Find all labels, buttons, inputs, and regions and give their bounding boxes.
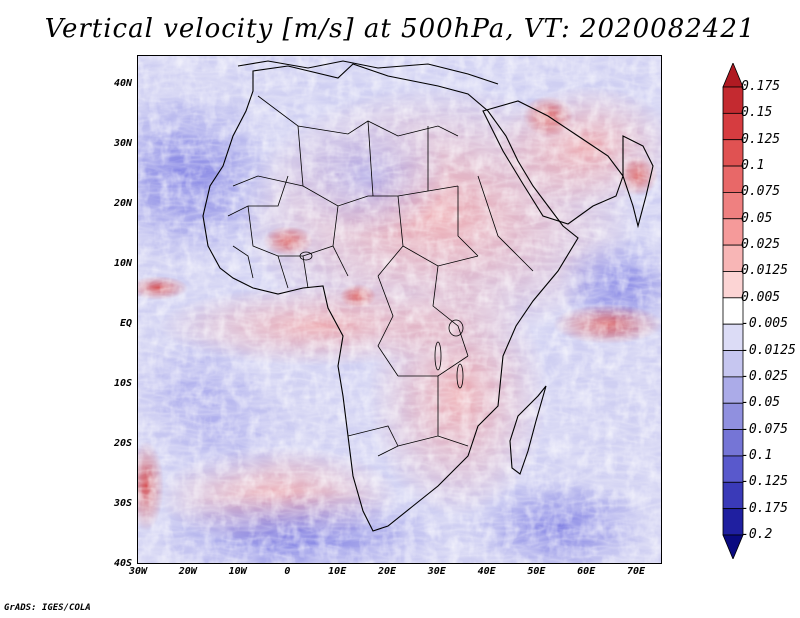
colorbar-swatch: [722, 112, 744, 141]
longitude-label: 70E: [626, 566, 646, 577]
colorbar-arrow-top: [722, 63, 744, 88]
velocity-field: [138, 56, 661, 563]
colorbar-swatch: [722, 139, 744, 167]
colorbar-label: 0.1: [741, 158, 765, 174]
colorbar-label: 0.025: [741, 237, 781, 253]
latitude-label: EQ: [119, 318, 132, 329]
colorbar-label: 0.15: [741, 105, 773, 121]
colorbar-label: -0.1: [741, 447, 773, 463]
colorbar-swatch: [722, 376, 744, 404]
latitude-label: 40N: [113, 78, 132, 89]
colorbar: [722, 63, 744, 559]
latitude-label: 10S: [113, 378, 132, 389]
colorbar-label: 0.05: [741, 210, 773, 226]
colorbar-label: -0.075: [741, 421, 788, 437]
latitude-label: 10N: [113, 258, 132, 269]
latitude-label: 30N: [113, 138, 132, 149]
colorbar-swatch: [722, 350, 744, 378]
latitude-label: 20N: [113, 198, 132, 209]
longitude-label: 30W: [128, 566, 148, 577]
colorbar-swatch: [722, 429, 744, 457]
colorbar-label: 0.0125: [741, 263, 788, 279]
colorbar-swatch: [722, 218, 744, 246]
longitude-label: 60E: [577, 566, 596, 577]
latitude-label: 40S: [113, 558, 132, 569]
country-borders: [227, 95, 534, 457]
colorbar-swatch: [722, 86, 744, 114]
colorbar-label: 0.005: [741, 289, 781, 305]
colorbar-label: 0.175: [741, 79, 781, 94]
colorbar-swatch: [722, 165, 744, 193]
colorbar-label: -0.125: [741, 474, 788, 490]
footer-credit: GrADS: IGES/COLA: [4, 603, 91, 613]
colorbar-swatch: [722, 271, 744, 299]
colorbar-label: -0.0125: [741, 342, 796, 358]
colorbar-label: -0.025: [741, 368, 788, 384]
colorbar-swatch: [722, 323, 744, 351]
colorbar-label: -0.175: [741, 500, 788, 516]
longitude-label: 30E: [427, 566, 446, 577]
velocity-map: [137, 55, 662, 564]
longitude-label: 50E: [527, 566, 546, 577]
coastline: [202, 60, 654, 532]
colorbar-swatch: [722, 244, 744, 272]
colorbar-swatch: [722, 192, 744, 220]
longitude-label: 10W: [228, 566, 247, 577]
longitude-label: 20E: [377, 566, 397, 577]
latitude-label: 30S: [113, 498, 132, 509]
colorbar-arrow-bottom: [722, 534, 744, 559]
longitude-label: 0: [284, 566, 291, 577]
latitude-label: 20S: [113, 438, 132, 449]
colorbar-label: 0.075: [741, 184, 781, 200]
colorbar-swatch: [722, 402, 744, 430]
colorbar-swatch: [722, 297, 744, 325]
map-title: Vertical velocity [m/s] at 500hPa, VT: 2…: [44, 14, 756, 44]
longitude-label: 20W: [178, 566, 197, 577]
colorbar-label: -0.2: [741, 527, 773, 542]
colorbar-swatch: [722, 481, 744, 510]
colorbar-swatch: [722, 455, 744, 483]
colorbar-label: -0.005: [741, 316, 788, 332]
longitude-label: 40E: [477, 566, 496, 577]
longitude-label: 10E: [328, 566, 347, 577]
colorbar-label: 0.125: [741, 131, 781, 147]
colorbar-swatch: [722, 508, 744, 536]
colorbar-label: -0.05: [741, 395, 781, 411]
